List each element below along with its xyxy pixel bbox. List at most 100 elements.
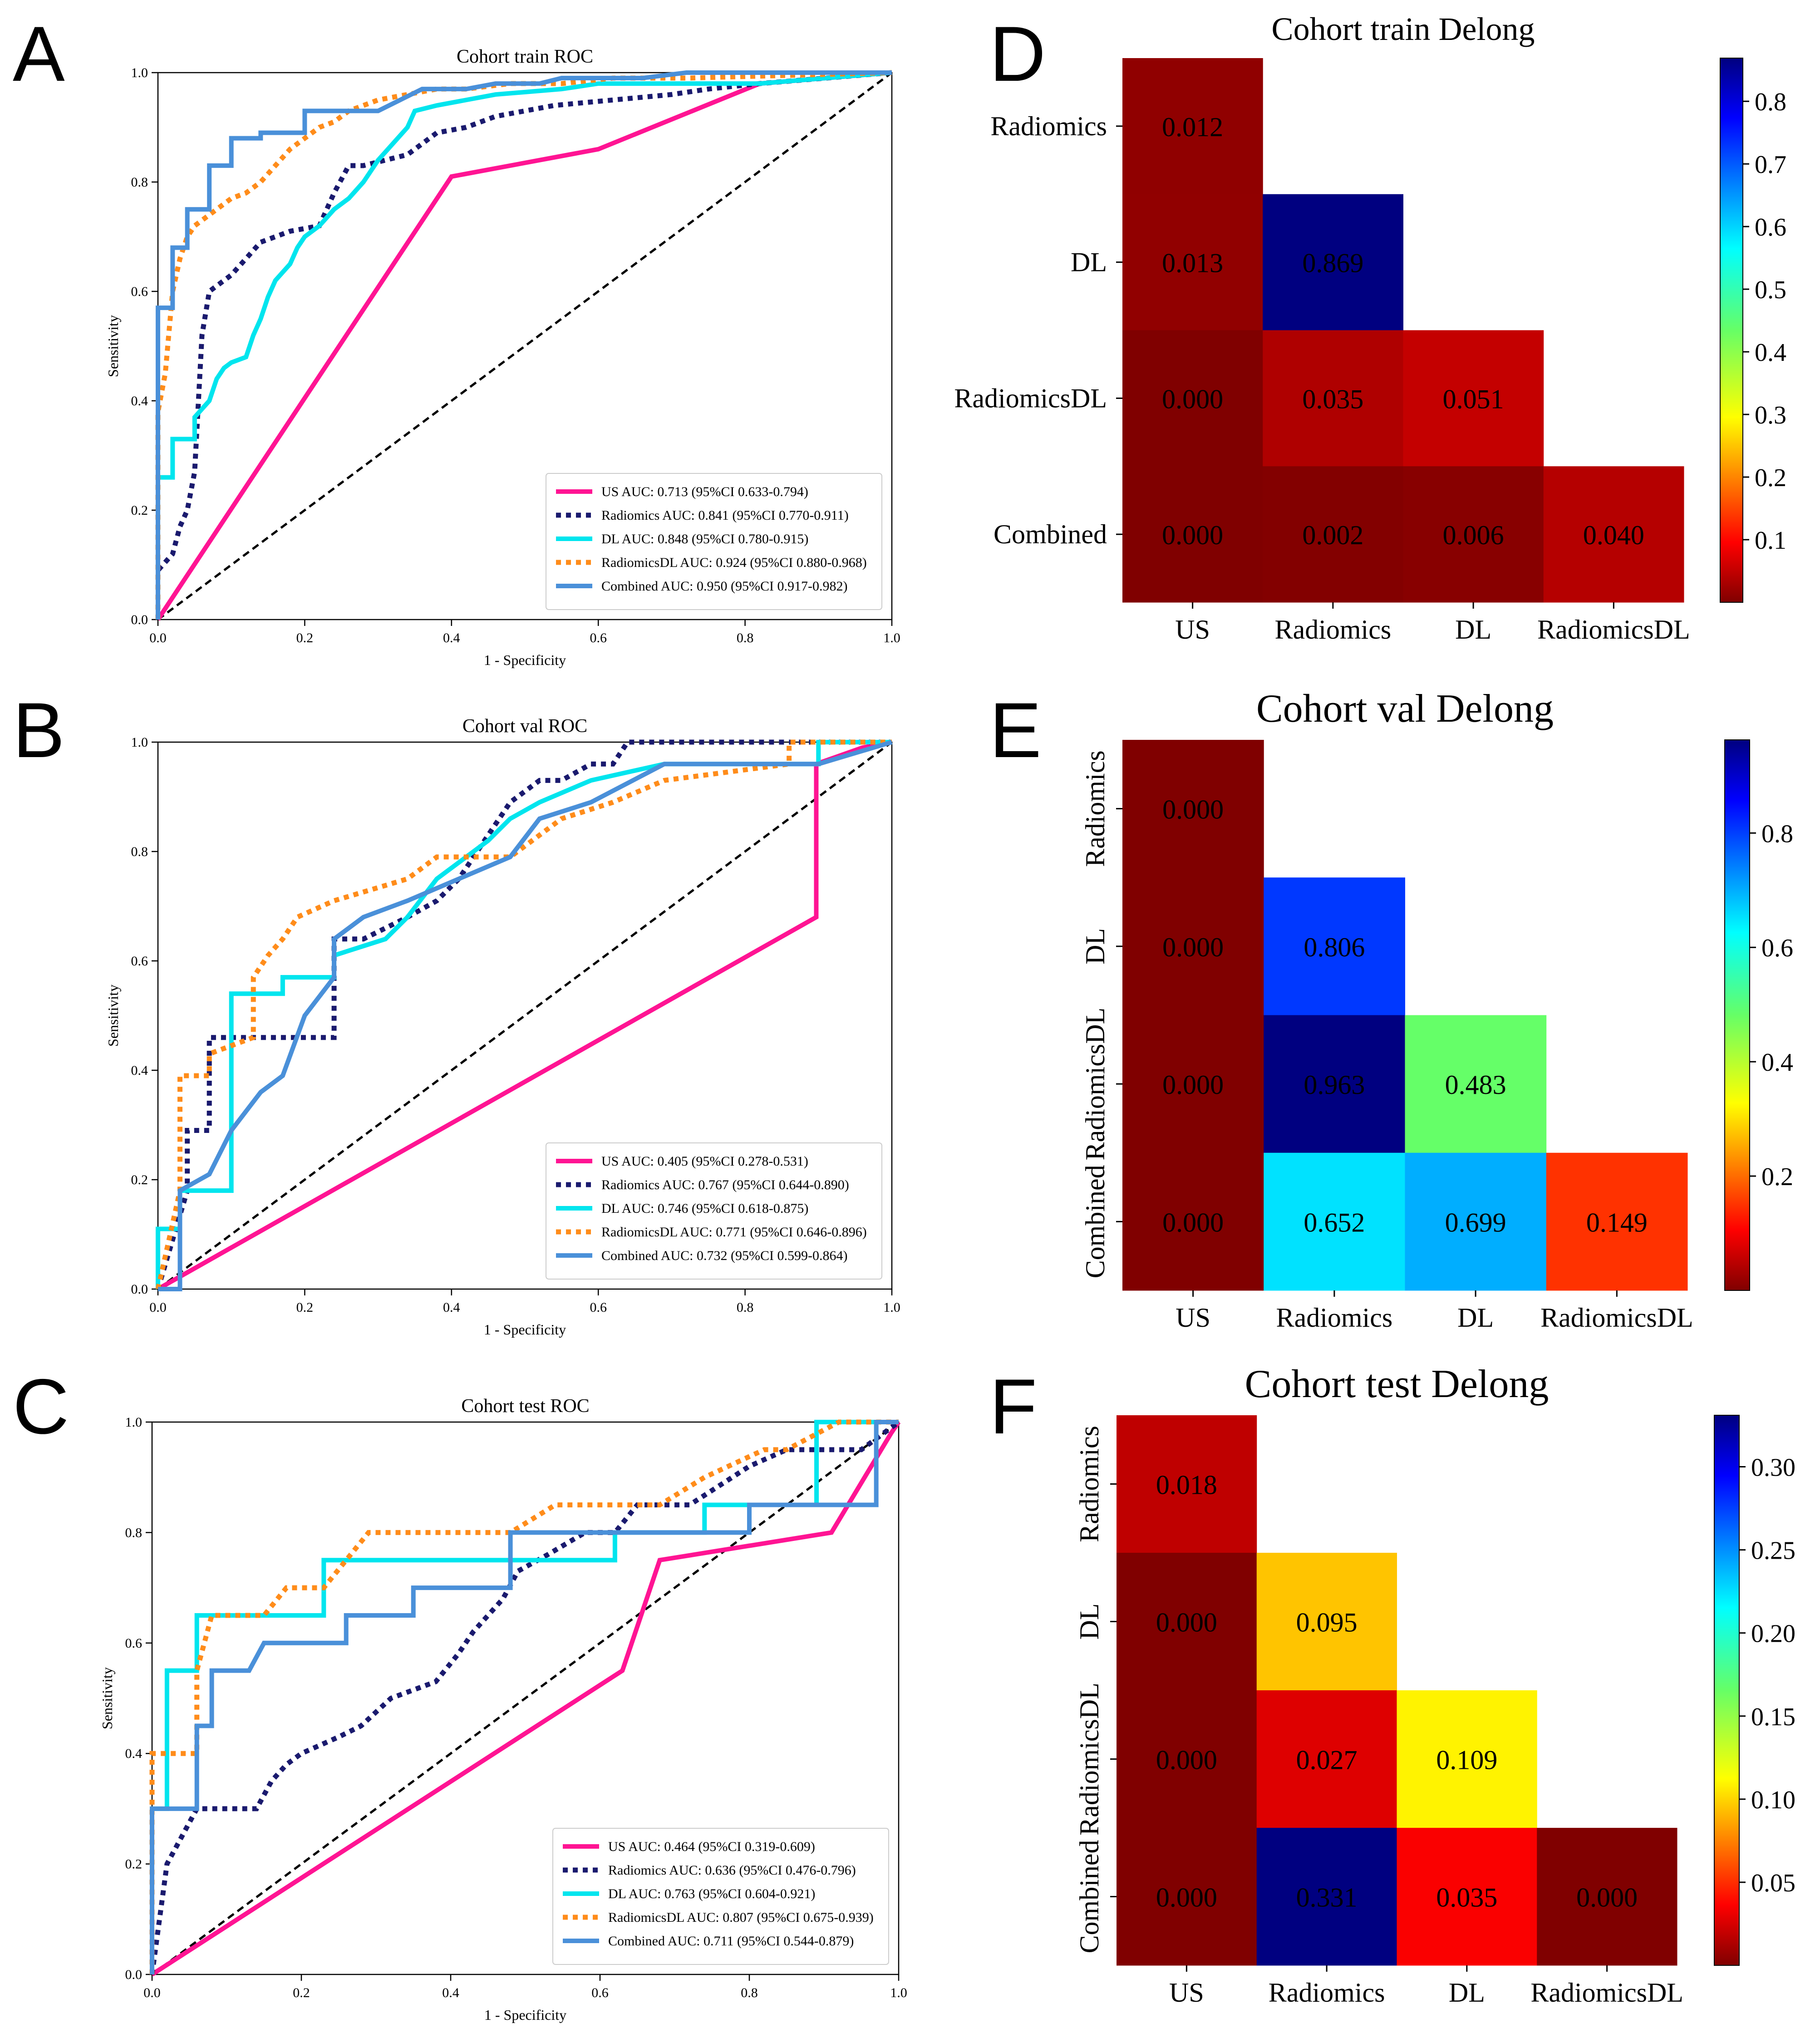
x-tick-label: 0.0 bbox=[149, 630, 167, 645]
y-tick-label: 0.6 bbox=[125, 1636, 143, 1651]
y-tick-label: 0.4 bbox=[125, 1746, 143, 1761]
heatmap-panel-val: Cohort val Delong 0.000 0.000 0.806 0.000 0.9… bbox=[1080, 687, 1793, 1333]
y-tick-label: 0.0 bbox=[131, 612, 148, 627]
y-axis-label: Sensitivity bbox=[105, 315, 121, 377]
y-tick-label: 0.6 bbox=[131, 284, 148, 299]
heatmap-cell-label: 0.035 bbox=[1302, 384, 1363, 414]
colorbar-tick-label: 0.2 bbox=[1761, 1163, 1793, 1191]
heatmap-cell-label: 0.000 bbox=[1162, 384, 1223, 414]
y-tick-label: 0.8 bbox=[125, 1525, 143, 1540]
heatmap-cell bbox=[1117, 1828, 1257, 1966]
chart-title: Cohort test ROC bbox=[461, 1396, 589, 1417]
row-label: Combined bbox=[1074, 1840, 1104, 1954]
heatmap-cell bbox=[1256, 1828, 1397, 1966]
heatmap-cell-label: 0.000 bbox=[1162, 1070, 1224, 1100]
row-label: Radiomics bbox=[1074, 1426, 1104, 1542]
heatmap-panel-test: Cohort test Delong 0.018 0.000 0.095 0.000 0.… bbox=[1074, 1362, 1795, 2008]
heatmap-cell bbox=[1256, 1553, 1397, 1691]
roc-panel-train: Cohort train ROC 0.00.0 0.2 0.2 0.4 0.4 0.6 0.6… bbox=[105, 46, 900, 668]
roc-curve-radiomicsdl bbox=[155, 739, 892, 1290]
heatmap-cell bbox=[1403, 466, 1544, 603]
legend: US AUC: 0.405 (95%CI 0.278-0.531) Radiomi… bbox=[546, 1142, 882, 1280]
heatmap-title: Cohort test Delong bbox=[1245, 1362, 1549, 1406]
heatmap-cell-label: 0.000 bbox=[1162, 795, 1224, 825]
roc-curve-radiomics bbox=[155, 739, 892, 1290]
colorbar-tick-label: 0.4 bbox=[1755, 339, 1786, 367]
colorbar-tick-label: 0.20 bbox=[1751, 1620, 1795, 1648]
colorbar bbox=[1714, 1415, 1740, 1966]
y-tick-label: 1.0 bbox=[125, 1415, 143, 1430]
roc-panel-val: Cohort val ROC 0.00.0 0.2 0.2 0.4 0.4 0.6 0.6 0.… bbox=[105, 716, 900, 1338]
column-label: Radiomics bbox=[1276, 1303, 1393, 1333]
heatmap-cell bbox=[1397, 1828, 1537, 1966]
heatmap-cell-label: 0.095 bbox=[1296, 1608, 1358, 1638]
x-tick-label: 0.4 bbox=[443, 630, 460, 645]
row-label: RadiomicsDL bbox=[954, 383, 1107, 413]
heatmap-cell bbox=[1117, 1415, 1257, 1553]
colorbar-tick-label: 0.5 bbox=[1755, 276, 1786, 304]
x-tick-label: 0.4 bbox=[443, 1300, 460, 1315]
heatmap-cell bbox=[1122, 1015, 1264, 1153]
row-label: DL bbox=[1074, 1604, 1104, 1640]
x-tick-label: 0.8 bbox=[737, 1300, 754, 1315]
heatmap-cell bbox=[1122, 877, 1264, 1015]
heatmap-cell-label: 0.000 bbox=[1162, 520, 1223, 550]
heatmap-cell-label: 0.002 bbox=[1302, 520, 1363, 550]
row-label: DL bbox=[1071, 247, 1107, 277]
heatmap-cell bbox=[1263, 194, 1403, 330]
row-label: Radiomics bbox=[1080, 750, 1110, 867]
column-label: Radiomics bbox=[1269, 1978, 1385, 2008]
x-tick-label: 0.8 bbox=[741, 1985, 758, 2000]
legend-entry-dl: DL AUC: 0.746 (95%CI 0.618-0.875) bbox=[601, 1201, 808, 1216]
heatmap-cell bbox=[1397, 1690, 1537, 1828]
roc-curve-combined bbox=[150, 1420, 899, 1974]
y-tick-label: 0.2 bbox=[125, 1857, 143, 1872]
x-tick-label: 0.0 bbox=[149, 1300, 167, 1315]
column-label: RadiomicsDL bbox=[1530, 1978, 1683, 2008]
column-label: US bbox=[1176, 1303, 1210, 1333]
heatmap-cell-label: 0.331 bbox=[1296, 1883, 1358, 1913]
legend-entry-radiomicsdl: RadiomicsDL AUC: 0.924 (95%CI 0.880-0.96… bbox=[601, 555, 867, 570]
heatmap-cell bbox=[1122, 740, 1264, 878]
colorbar bbox=[1720, 58, 1743, 603]
heatmap-cell-label: 0.018 bbox=[1156, 1470, 1217, 1500]
heatmap-title: Cohort train Delong bbox=[1272, 11, 1535, 47]
legend-entry-radiomicsdl: RadiomicsDL AUC: 0.771 (95%CI 0.646-0.89… bbox=[601, 1225, 867, 1240]
y-tick-label: 0.6 bbox=[131, 954, 148, 969]
heatmap-cell bbox=[1122, 194, 1263, 330]
heatmap-cell-label: 0.652 bbox=[1304, 1207, 1365, 1237]
y-tick-label: 0.4 bbox=[131, 394, 148, 409]
row-label: Combined bbox=[994, 519, 1107, 549]
colorbar-tick-label: 0.3 bbox=[1755, 401, 1786, 429]
heatmap-cell-label: 0.013 bbox=[1162, 248, 1223, 278]
column-label: RadiomicsDL bbox=[1537, 615, 1690, 645]
legend-entry-dl: DL AUC: 0.763 (95%CI 0.604-0.921) bbox=[608, 1886, 815, 1901]
heatmap-cell-label: 0.040 bbox=[1583, 520, 1644, 550]
x-tick-label: 0.2 bbox=[296, 630, 314, 645]
legend-entry-radiomicsdl: RadiomicsDL AUC: 0.807 (95%CI 0.675-0.93… bbox=[608, 1910, 874, 1925]
heatmap-cell bbox=[1264, 877, 1405, 1015]
heatmap-cell bbox=[1122, 1152, 1264, 1291]
heatmap-cell-label: 0.869 bbox=[1302, 248, 1363, 278]
column-label: RadiomicsDL bbox=[1540, 1303, 1693, 1333]
roc-curve-radiomics bbox=[149, 1420, 900, 1975]
panel-letter-b: B bbox=[13, 687, 65, 774]
colorbar-tick-label: 0.4 bbox=[1761, 1048, 1793, 1077]
heatmap-cell-label: 0.000 bbox=[1576, 1883, 1638, 1913]
y-tick-label: 0.2 bbox=[131, 1172, 148, 1187]
y-tick-label: 0.8 bbox=[131, 844, 148, 859]
y-tick-label: 1.0 bbox=[131, 735, 148, 750]
x-tick-label: 0.0 bbox=[143, 1985, 161, 2000]
colorbar bbox=[1724, 739, 1750, 1291]
heatmap-cell bbox=[1405, 1015, 1547, 1153]
heatmap-cell-label: 0.000 bbox=[1162, 932, 1224, 962]
legend-entry-dl: DL AUC: 0.848 (95%CI 0.780-0.915) bbox=[601, 532, 808, 546]
panel-letter-c: C bbox=[13, 1363, 69, 1450]
x-axis-label: 1 - Specificity bbox=[484, 652, 566, 668]
heatmap-cell bbox=[1122, 466, 1263, 603]
colorbar-tick-label: 0.30 bbox=[1751, 1454, 1795, 1482]
heatmap-cell-label: 0.699 bbox=[1445, 1207, 1506, 1237]
legend-entry-radiomics: Radiomics AUC: 0.636 (95%CI 0.476-0.796) bbox=[608, 1863, 856, 1878]
x-tick-label: 1.0 bbox=[890, 1985, 907, 2000]
